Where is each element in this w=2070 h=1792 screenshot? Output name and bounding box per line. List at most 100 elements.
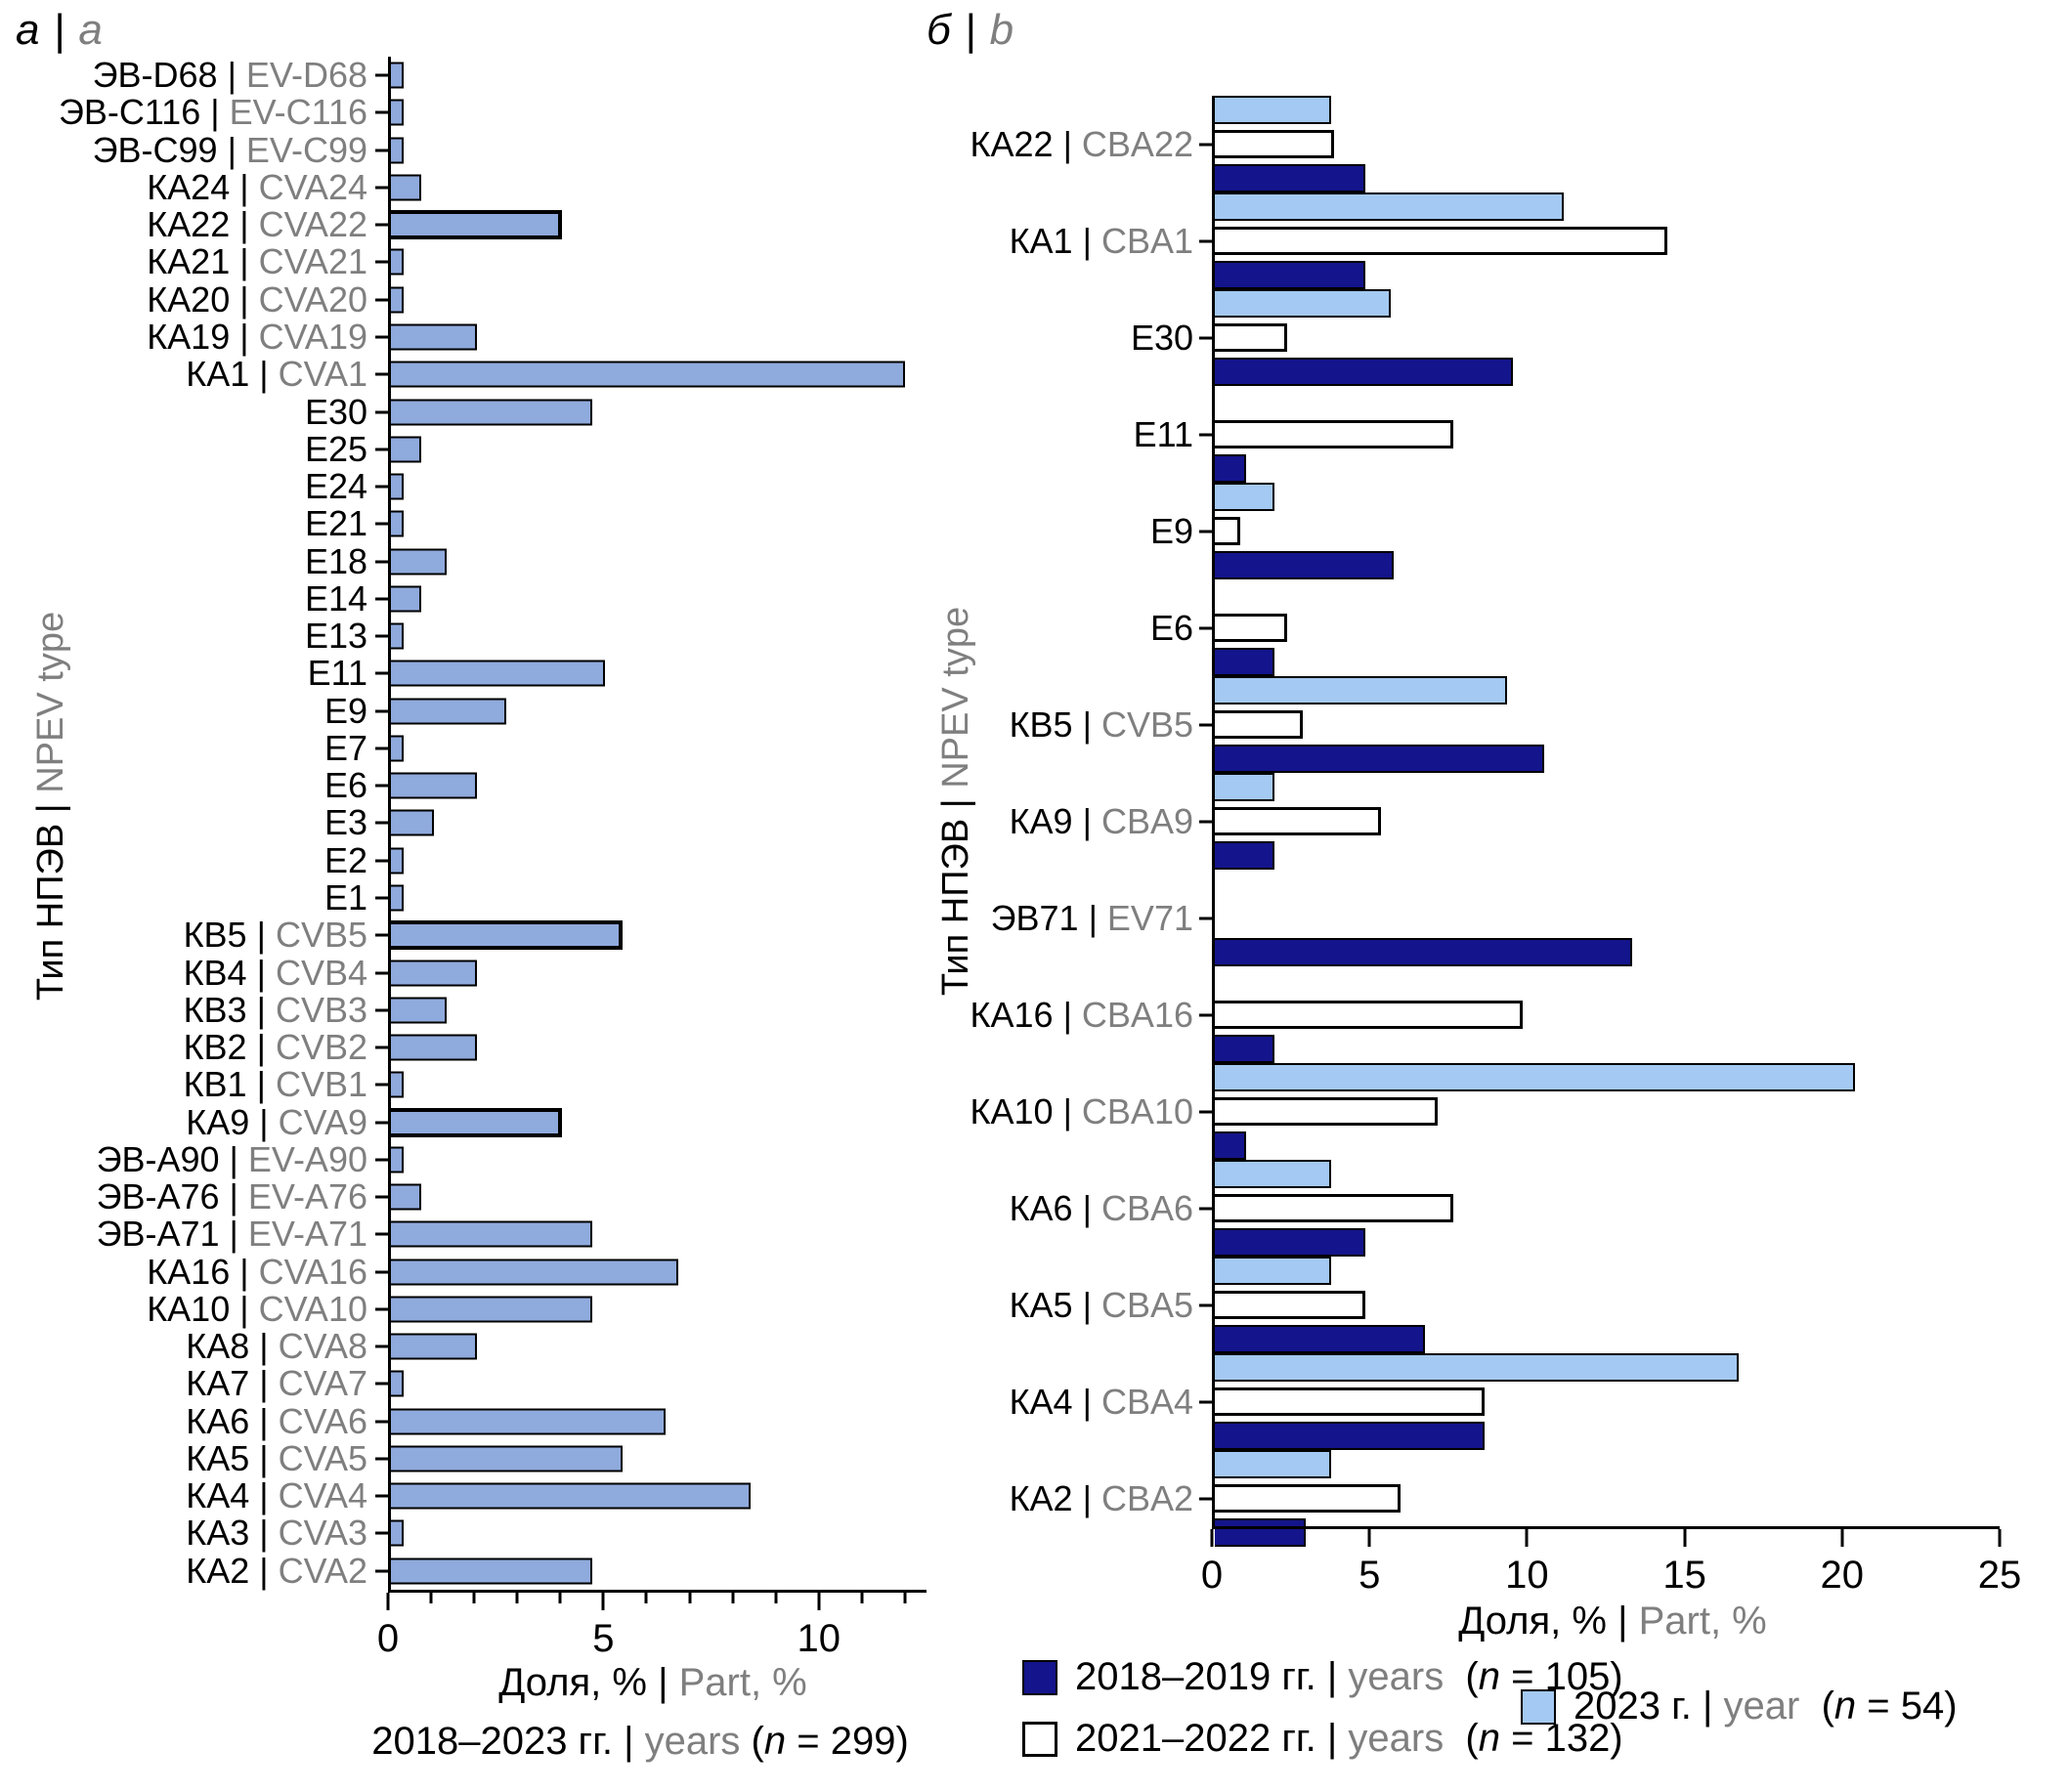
category-label: КА4 | CBA4: [1009, 1381, 1193, 1422]
category-label: КВ1 | CVB1: [183, 1064, 367, 1105]
bar-CVA1: [391, 361, 906, 388]
caption-a-paren-close: ): [895, 1720, 909, 1763]
bar-CVB3: [391, 997, 447, 1024]
bar-slot: [1215, 579, 2000, 608]
category-label: E18: [304, 540, 367, 581]
x-minor-tick: [472, 1593, 476, 1603]
category-label: E21: [304, 503, 367, 544]
chart-b-group: КВ5 | CVB5: [1010, 676, 2000, 773]
bar-CBA4-y2122: [1215, 1387, 1486, 1416]
bar-E18: [391, 548, 447, 576]
category-label: ЭВ71 | EV71: [990, 897, 1193, 938]
chart-a-row: E7: [324, 728, 927, 768]
bar-E30-y1819: [1215, 358, 1514, 386]
bar-slot: [1215, 1097, 2000, 1126]
bar-slot: [1215, 648, 2000, 676]
x-major-tick: [386, 1593, 390, 1610]
category-label: КА16 | CVA16: [147, 1251, 367, 1292]
category-label: КА16 | CBA16: [970, 994, 1193, 1035]
legend-item-2018-2019: 2018–2019 гг. | years (n = 105): [1022, 1655, 1623, 1699]
caption-a-paren-open: (: [751, 1720, 764, 1763]
y-axis-tick: [375, 522, 388, 526]
bar-slot: [1215, 130, 2000, 158]
y-axis-tick: [375, 298, 388, 302]
x-major-tick: [1840, 1529, 1844, 1547]
bar-CVA4: [391, 1482, 752, 1510]
category-label: ЭВ-C116 | EV-C116: [58, 92, 367, 133]
chart-a-row: КА3 | CVA3: [186, 1513, 927, 1553]
category-label: КА22 | CVA22: [147, 204, 367, 245]
bar-slot: [1215, 1450, 2000, 1478]
caption-a-years-ru: 2018–2023 гг.: [371, 1720, 613, 1763]
y-axis-tick: [375, 223, 388, 227]
bar-slot: [1215, 483, 2000, 511]
category-label: КВ3 | CVB3: [183, 989, 367, 1030]
y-axis-tick: [375, 1158, 388, 1162]
y-axis-tick: [375, 73, 388, 77]
panel-b-label: б | b: [927, 6, 1014, 55]
bar-slot: [1215, 1325, 2000, 1353]
category-label: КА9 | CVA9: [186, 1101, 367, 1142]
y-axis-tick: [375, 1382, 388, 1386]
chart-a-row: КА1 | CVA1: [186, 354, 927, 394]
bar-slot: [1215, 164, 2000, 192]
chart-b-group: КА10 | CBA10: [970, 1063, 2000, 1160]
category-label: E13: [304, 616, 367, 657]
bar-slot: [1215, 938, 2000, 966]
y-axis-tick: [375, 1195, 388, 1199]
category-label: КВ4 | CVB4: [183, 952, 367, 993]
panel-b-y-axis-title: Тип НПЭВ | NPEV type: [931, 459, 980, 1143]
y-axis-tick: [375, 1494, 388, 1498]
bar-EV-A90: [391, 1146, 405, 1173]
bar-E6-y2122: [1215, 614, 1287, 642]
bar-CBA2-y2023: [1215, 1450, 1331, 1478]
y-axis-tick: [375, 1457, 388, 1461]
caption-a-n-eq: =: [786, 1720, 831, 1763]
category-label: E24: [304, 466, 367, 507]
chart-a-row: КВ5 | CVB5: [184, 915, 927, 955]
chart-b-group: КА22 | CBA22: [970, 96, 2000, 192]
panel-b-x-title-ru: Доля, %: [1458, 1600, 1607, 1643]
x-tick-label: 10: [1505, 1554, 1549, 1597]
bar-E13: [391, 622, 405, 650]
bar-CVA21: [391, 248, 405, 276]
x-minor-tick: [688, 1593, 692, 1603]
y-axis-tick: [1199, 143, 1212, 146]
bar-CBA22-y2023: [1215, 96, 1331, 124]
chart-b-group: КА4 | CBA4: [1010, 1353, 2000, 1450]
chart-a-row: E3: [324, 802, 927, 842]
bar-slot: [1215, 1518, 2000, 1547]
bar-slot: [1215, 966, 2000, 995]
category-label: E11: [1133, 413, 1193, 454]
bar-CBA6-y2122: [1215, 1194, 1454, 1222]
bar-slot: [1215, 386, 2000, 414]
y-axis-tick: [375, 1232, 388, 1236]
bar-CBA16-y2122: [1215, 1001, 1523, 1029]
bar-CBA6-y2023: [1215, 1160, 1331, 1188]
y-axis-tick: [375, 971, 388, 974]
category-label: КА2 | CBA2: [1009, 1477, 1193, 1518]
bar-slot: [1215, 1353, 2000, 1382]
x-major-tick: [1683, 1529, 1687, 1547]
panel-a-x-axis: 0 5 10: [377, 1590, 927, 1660]
category-label: E9: [1149, 510, 1193, 551]
bar-CBA2-y1819: [1215, 1518, 1307, 1547]
bar-E30: [391, 399, 593, 426]
chart-b-group: E6: [1150, 579, 2000, 676]
y-axis-tick: [375, 1344, 388, 1348]
bar-E14: [391, 585, 421, 613]
bar-CVB5-y1819: [1215, 745, 1545, 773]
bar-CBA5-y2023: [1215, 1257, 1331, 1285]
category-label: E6: [323, 765, 367, 806]
bar-E9-y2023: [1215, 483, 1275, 511]
bar-EV-D68: [391, 62, 405, 89]
bar-CVB5-y2023: [1215, 676, 1507, 704]
panel-a-y-title-sep: |: [30, 792, 71, 824]
y-axis-tick: [375, 448, 388, 451]
y-axis-tick: [375, 671, 388, 675]
bar-EV-C99: [391, 137, 405, 164]
x-tick-label: 10: [797, 1617, 841, 1660]
bar-slot: [1215, 1001, 2000, 1029]
panel-a-x-title-sep: |: [646, 1661, 679, 1704]
